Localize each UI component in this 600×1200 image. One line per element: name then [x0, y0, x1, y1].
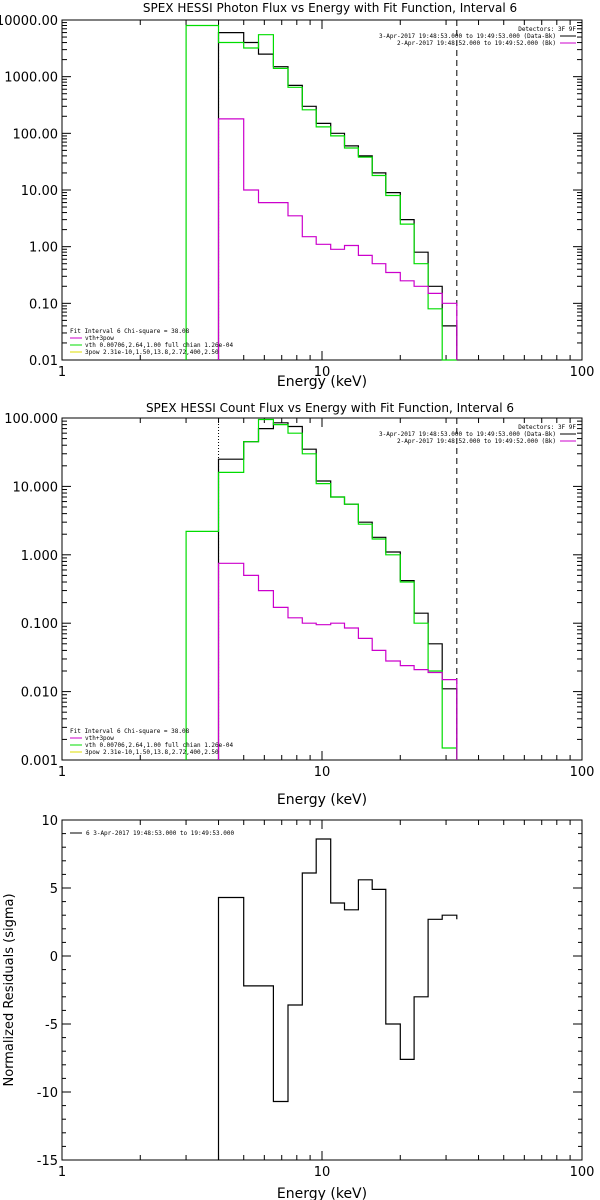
panel2-legend-vth: vth 0.00706,2.64,1.00 full chian 1.26e-0…	[85, 742, 233, 749]
panel1-legend-data: 3-Apr-2017 19:48:53.000 to 19:49:53.000 …	[379, 33, 556, 40]
photon-flux-panel: SPEX HESSI Photon Flux vs Energy with Fi…	[0, 1, 594, 390]
panel2-legend-total: vth+3pow	[85, 735, 114, 742]
panel1-series	[185, 20, 458, 361]
y-tick-label: 1.000	[21, 549, 58, 564]
panel2-series	[185, 418, 458, 760]
y-tick-label: 0.010	[21, 686, 58, 701]
residuals-panel: 1 10 100 -15 -10 -5 0 5 10 Energy (keV) Normaliz…	[2, 814, 594, 1200]
panel2-legend-top: Detectors: 3F 9F 3-Apr-2017 19:48:53.000…	[379, 424, 576, 445]
panel1-title: SPEX HESSI Photon Flux vs Energy with Fi…	[143, 1, 517, 15]
panel2-frame	[61, 417, 583, 761]
panel1-legend-pow: 3pow 2.31e-10,1.50,13.8,2.72,400,2.50	[85, 349, 219, 356]
series-data-line	[217, 32, 458, 360]
x-tick-label: 1	[58, 365, 66, 380]
y-tick-label: 0	[50, 950, 58, 965]
panel2-legend-bkg: 2-Apr-2017 19:48:52.000 to 19:49:52.000 …	[397, 438, 556, 445]
y-tick-label: 100.00	[13, 127, 59, 142]
x-tick-label: 10	[314, 1165, 331, 1180]
panel3-axes: 1 10 100 -15 -10 -5 0 5 10	[37, 814, 595, 1180]
panel1-legend-total: vth+3pow	[85, 335, 114, 342]
y-tick-label: 10.00	[21, 184, 58, 199]
y-tick-label: -5	[45, 1018, 58, 1033]
series-bkg-line	[217, 118, 458, 360]
panel3-ylabel: Normalized Residuals (sigma)	[2, 893, 17, 1086]
panel2-legend-bottom: Fit Interval 6 Chi-square = 38.08 vth+3p…	[70, 728, 233, 756]
y-tick-label: -15	[37, 1154, 58, 1169]
panel3-frame	[61, 819, 583, 1161]
series-residuals-line	[217, 838, 458, 1160]
y-tick-label: 0.001	[21, 754, 58, 769]
x-tick-label: 10	[314, 765, 331, 780]
y-tick-label: 10.000	[13, 480, 59, 495]
panel2-legend-fit: Fit Interval 6 Chi-square = 38.08	[70, 728, 190, 735]
y-tick-label: 0.01	[29, 354, 58, 369]
series-model-line	[185, 24, 457, 361]
panel3-legend-text: 6 3-Apr-2017 19:48:53.000 to 19:49:53.00…	[86, 830, 234, 837]
panel1-xlabel: Energy (keV)	[277, 374, 367, 390]
series-bkg-line	[217, 562, 458, 760]
panel2-title: SPEX HESSI Count Flux vs Energy with Fit…	[146, 401, 514, 415]
panel1-legend-bottom: Fit Interval 6 Chi-square = 38.08 vth+3p…	[70, 328, 233, 356]
x-tick-label: 100	[570, 765, 595, 780]
panel1-legend-fit: Fit Interval 6 Chi-square = 38.08	[70, 328, 190, 335]
y-tick-label: 1.00	[29, 241, 58, 256]
panel2-legend-data: 3-Apr-2017 19:48:53.000 to 19:49:53.000 …	[379, 431, 556, 438]
panel3-xlabel: Energy (keV)	[277, 1186, 367, 1200]
panel3-series	[217, 838, 458, 1160]
y-tick-label: 100.000	[4, 412, 58, 427]
panel1-axes: 1 10 100 0.01 0.10 1.00 10.00 100.00 1000.00 1000…	[0, 14, 594, 380]
panel2-xlabel: Energy (keV)	[277, 792, 367, 808]
series-model-line	[185, 418, 458, 760]
y-tick-label: -10	[37, 1086, 58, 1101]
x-tick-label: 10	[314, 365, 331, 380]
panel2-legend-pow: 3pow 2.31e-10,1.50,13.8,2.72,400,2.50	[85, 749, 219, 756]
x-tick-label: 1	[58, 765, 66, 780]
panel1-legend-bkg: 2-Apr-2017 19:48:52.000 to 19:49:52.000 …	[397, 40, 556, 47]
y-tick-label: 10000.00	[0, 14, 58, 29]
panel1-legend-top: Detectors: 3F 9F 3-Apr-2017 19:48:53.000…	[379, 26, 576, 47]
panel1-legend-detectors: Detectors: 3F 9F	[518, 26, 576, 33]
x-tick-label: 100	[570, 365, 595, 380]
x-tick-label: 1	[58, 1165, 66, 1180]
y-tick-label: 0.100	[21, 617, 58, 632]
y-tick-label: 5	[50, 882, 58, 897]
y-tick-label: 1000.00	[4, 71, 58, 86]
panel2-legend-detectors: Detectors: 3F 9F	[518, 424, 576, 431]
y-tick-label: 0.10	[29, 297, 58, 312]
panel1-frame	[61, 19, 583, 361]
panel3-legend: 6 3-Apr-2017 19:48:53.000 to 19:49:53.00…	[70, 830, 234, 837]
x-tick-label: 100	[570, 1165, 595, 1180]
y-tick-label: 10	[41, 814, 58, 829]
panel2-axes: 1 10 100 0.001 0.010 0.100 1.000 10.000 100.000	[4, 412, 594, 780]
series-data-line	[217, 422, 458, 760]
panel1-legend-vth: vth 0.00706,2.64,1.00 full chian 1.26e-0…	[85, 342, 233, 349]
count-flux-panel: SPEX HESSI Count Flux vs Energy with Fit…	[4, 401, 594, 808]
